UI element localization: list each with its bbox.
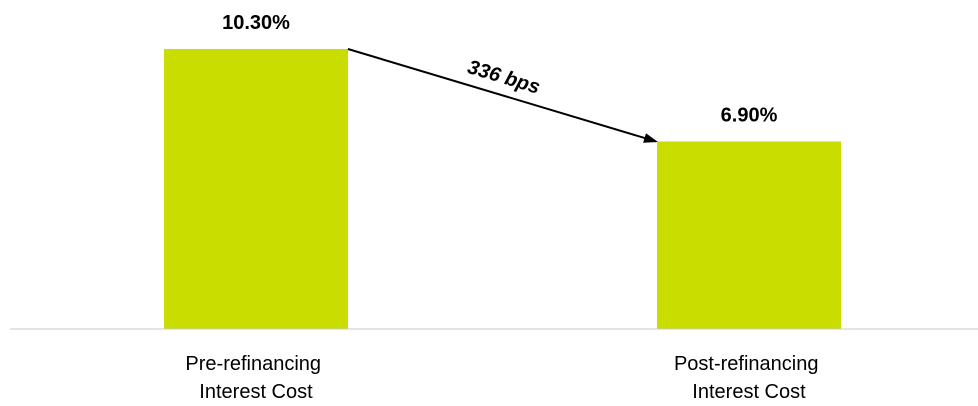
category-label-line: Interest Cost: [692, 381, 806, 403]
change-annotation-label: 336 bps: [465, 56, 543, 98]
data-label-pre-refinancing: 10.30%: [222, 12, 290, 34]
bar-post-refinancing: [657, 141, 841, 329]
category-label-post-refinancing: Post-refinancing Interest Cost: [674, 353, 824, 403]
change-arrow: [347, 48, 658, 143]
bar-pre-refinancing: [164, 49, 348, 329]
category-label-line: Interest Cost: [199, 381, 313, 403]
category-label-line: Post-refinancing: [674, 353, 819, 375]
category-label-pre-refinancing: Pre-refinancing Interest Cost: [185, 353, 326, 403]
data-label-post-refinancing: 6.90%: [721, 104, 778, 126]
category-label-line: Pre-refinancing: [185, 353, 321, 375]
